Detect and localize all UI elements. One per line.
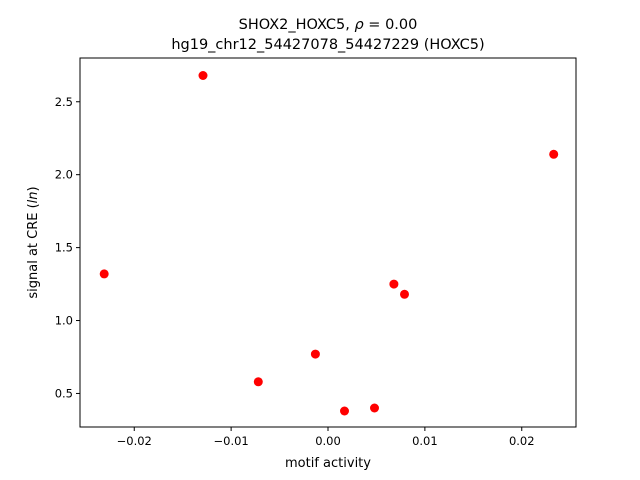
y-tick-label: 1.0 bbox=[55, 314, 73, 328]
data-point-9 bbox=[549, 149, 559, 159]
points-layer bbox=[99, 71, 559, 416]
x-tick-label: 0.00 bbox=[315, 434, 341, 448]
y-axis-label: signal at CRE (ln) bbox=[26, 186, 41, 298]
data-point-3 bbox=[253, 377, 263, 387]
chart-title-line2: hg19_chr12_54427078_54427229 (HOXC5) bbox=[171, 37, 484, 53]
x-tick-label: −0.01 bbox=[214, 434, 249, 448]
x-axis-ticks: −0.02 −0.01 0.00 0.01 0.02 bbox=[117, 427, 535, 448]
y-tick-label: 2.5 bbox=[55, 95, 73, 109]
data-point-7 bbox=[389, 279, 399, 289]
data-point-1 bbox=[99, 269, 109, 279]
y-tick-label: 1.5 bbox=[55, 241, 73, 255]
y-tick-label: 0.5 bbox=[55, 386, 73, 400]
x-tick-label: −0.02 bbox=[117, 434, 152, 448]
x-tick-label: 0.01 bbox=[412, 434, 438, 448]
data-point-5 bbox=[340, 406, 349, 416]
data-point-8 bbox=[400, 289, 409, 299]
data-point-4 bbox=[310, 349, 320, 359]
y-axis-ticks: 0.5 1.0 1.5 2.0 2.5 bbox=[55, 95, 80, 400]
data-point-6 bbox=[370, 403, 379, 413]
chart-title-line1: SHOX2_HOXC5, ρ = 0.00 bbox=[239, 17, 418, 33]
x-axis-label: motif activity bbox=[285, 456, 371, 471]
y-tick-label: 2.0 bbox=[55, 168, 73, 182]
x-tick-label: 0.02 bbox=[509, 434, 535, 448]
data-point-2 bbox=[198, 71, 208, 80]
